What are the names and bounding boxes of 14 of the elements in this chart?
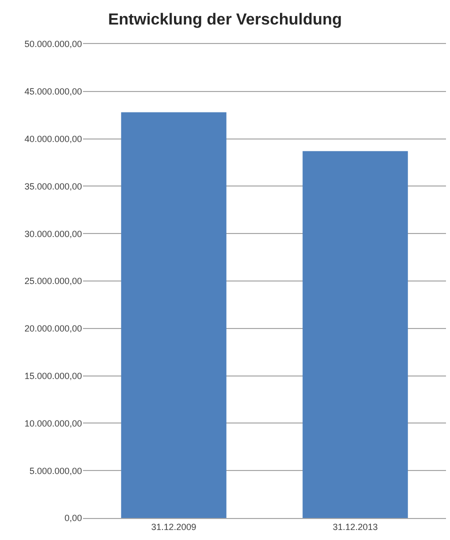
y-tick-label: 35.000.000,00 — [24, 181, 82, 192]
chart-title: Entwicklung der Verschuldung — [108, 12, 342, 28]
y-tick-label: 15.000.000,00 — [24, 370, 82, 381]
y-tick-label: 30.000.000,00 — [24, 228, 82, 239]
y-tick-label: 20.000.000,00 — [24, 324, 82, 334]
y-tick-label: 10.000.000,00 — [24, 418, 82, 428]
x-tick-label: 31.12.2009 — [151, 522, 196, 532]
y-tick-label: 25.000.000,00 — [24, 276, 82, 286]
y-tick-label: 45.000.000,00 — [24, 86, 82, 97]
x-tick-label: 31.12.2013 — [332, 522, 378, 532]
y-tick-label: 40.000.000,00 — [24, 134, 82, 144]
y-tick-label: 5.000.000,00 — [29, 466, 82, 476]
y-tick-label: 0,00 — [64, 513, 82, 524]
y-tick-label: 50.000.000,00 — [24, 39, 82, 50]
